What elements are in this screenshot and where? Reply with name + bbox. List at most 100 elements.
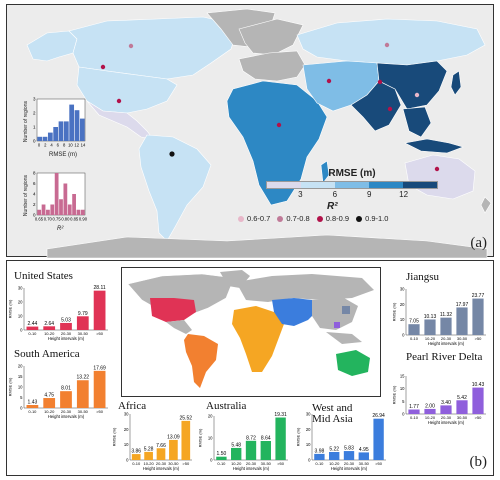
region-south-america [138,134,212,242]
region-europe-north [238,18,304,56]
r2-hist-ytick: 2 [33,202,36,207]
region-2-data-label: 3.86 [131,449,141,455]
region-6-data-label: 3.40 [441,400,451,406]
bar-chart-jiangsu: 7.05 0-10 10.13 10-20 11.32 20-30 17.97 30-50 23… [392,287,486,346]
region-3-bar [216,456,227,460]
region-3-ytick: 20 [208,414,213,419]
r2-legend-item: 0.9-1.0 [356,214,388,223]
region-4-xtick: >50 [375,461,383,466]
r2-hist-xtick: 0.75 [53,217,62,222]
rmse-hist-ytick: 0 [33,139,36,144]
rmse-tick: 3 [298,190,303,199]
r2-hist-bar [80,209,85,215]
region-6-xtick: 30-50 [457,415,468,420]
r2-hist-ytick: 8 [33,171,36,176]
region-3-data-label: 8.64 [261,435,271,441]
region-4-data-label: 3.98 [315,448,325,454]
r2-hist-bar [63,183,68,215]
region-4-ytick: 0 [308,458,311,463]
region-5-xtick: 20-30 [441,336,452,341]
rmse-colorbar [266,181,438,189]
bar-chart-united-states: 2.44 0-10 2.64 10-20 5.03 20-30 9.79 30-50 28.11… [8,285,108,341]
region-5-ytick: 20 [400,302,405,307]
panel-b-label: (b) [469,454,488,470]
region-3-ytick: 0 [210,458,213,463]
region-europe [238,50,306,82]
r2-hist-bar [46,209,50,215]
locator-south-america [184,334,218,388]
region-2-ytick: 20 [124,427,129,432]
bar-chart-africa: 3.86 0-10 5.28 10-20 7.66 20-30 13.09 30-50 25.5… [112,412,192,472]
region-4-bar [343,451,355,460]
r2-legend-dot [316,215,323,222]
region-south-asia [350,80,402,132]
region-2-ylabel: RMSE (m) [112,427,117,446]
rmse-hist-bar [63,121,69,141]
region-3-ylabel: RMSE (m) [198,428,203,447]
region-5-xtick: 10-20 [425,336,436,341]
locator-australia [336,350,370,376]
region-3-xtick: 0-10 [217,461,226,466]
r2-legend-title: R² [327,201,338,212]
region-alaska [26,30,78,62]
region-4-data-label: 26.94 [372,413,385,419]
region-6-ytick: 5 [402,399,405,404]
region-6-xlabel: Height intervals (m) [428,420,465,425]
region-2-xtick: >50 [182,461,190,466]
region-title-united-states: United States [14,270,73,282]
rmse-hist-xtick: 6 [57,143,60,148]
rmse-hist-xtick: 8 [63,143,66,148]
locator-central-america [166,320,192,334]
region-1-bar [60,391,72,408]
rmse-hist-ytick: 2 [33,111,36,116]
region-japan [450,70,462,96]
rmse-hist-xlabel: RMSE (m) [49,152,77,158]
region-3-xtick: 10-20 [231,461,242,466]
region-4-bar [329,451,340,460]
r2-marker-australia [434,166,440,172]
r2-hist-bar [67,204,72,215]
region-3-bar [275,417,286,460]
region-2-bar [156,448,166,460]
region-title-south-america: South America [14,348,80,360]
r2-hist-bar [72,194,76,215]
rmse-legend-title: RMSE (m) [328,168,376,179]
region-6-bar [440,405,452,414]
panel-a-map: Number of regions 0 1 2 3 0 2 4 6 8 10 12 14 RMSE (… [6,4,494,258]
region-3-ytick: 10 [208,436,213,441]
rmse-hist-bar [74,110,80,141]
rmse-hist-xtick: 2 [44,143,47,148]
region-2-ytick: 30 [124,412,129,417]
region-5-data-label: 17.97 [456,302,469,308]
r2-marker-russia [384,42,390,48]
r2-hist-ytick: 0 [33,213,36,218]
region-2-xtick: 30-50 [168,461,179,466]
region-locator-map [121,267,381,397]
region-2-ytick: 10 [124,442,129,447]
r2-hist-xtick: 0.85 [70,217,79,222]
region-2-bar [131,454,141,460]
r2-markers [100,42,440,172]
rmse-hist-xtick: 10 [68,143,73,148]
region-4-data-label: 4.95 [359,447,369,453]
region-6-xtick: 20-30 [441,415,452,420]
region-0-bar [43,326,56,330]
region-5-bar [408,324,420,335]
region-0-bar [26,326,39,330]
bar-chart-pearl-river-delta: 1.77 0-10 2.00 10-20 3.40 20-30 5.42 30-50 10.43… [392,374,486,425]
rmse-hist-ytick: 1 [33,125,36,130]
r2-hist-plot: 0 2 4 6 8 0.65 0.70 0.75 0.80 0.85 0.90 [33,171,87,222]
r2-hist-bar [54,173,59,215]
region-title-africa: Africa [118,400,147,412]
region-3-xtick: >50 [277,461,285,466]
rmse-ticks: 3 6 9 12 [266,189,438,200]
region-4-xtick: 20-30 [344,461,355,466]
region-2-data-label: 7.66 [156,443,166,449]
region-6-xtick: 0-10 [410,415,419,420]
locator-usa [150,298,196,322]
region-0-data-label: 2.64 [44,321,54,327]
region-6-xtick: 10-20 [425,415,436,420]
r2-legend-label: 0.6-0.7 [247,214,271,223]
region-russia [296,18,486,66]
region-4-ylabel: RMSE (m) [296,427,301,446]
